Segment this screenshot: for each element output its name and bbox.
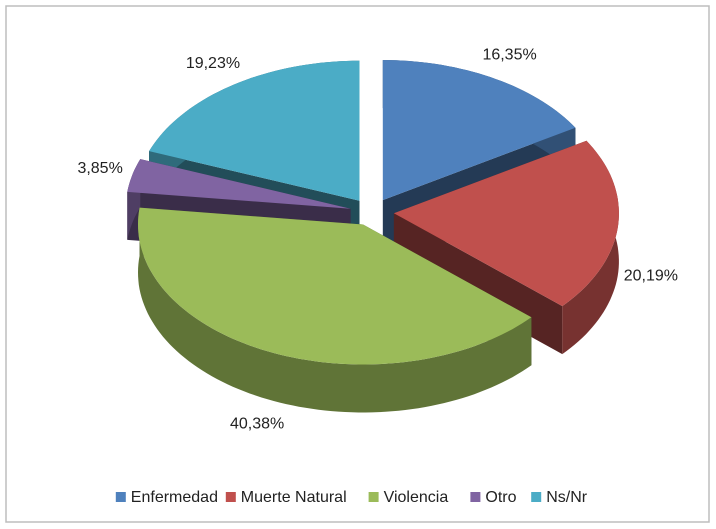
legend-swatch <box>470 492 481 502</box>
slice-wall <box>138 207 532 413</box>
legend-swatch <box>115 492 126 502</box>
legend-swatch <box>368 492 379 502</box>
legend-label: Ns/Nr <box>546 489 588 506</box>
legend-label: Otro <box>485 489 516 506</box>
data-label: 40,38% <box>230 415 284 432</box>
legend-label: Violencia <box>384 489 449 506</box>
legend-swatch <box>531 492 542 502</box>
legend-label: Muerte Natural <box>241 489 347 506</box>
data-label: 19,23% <box>186 55 240 72</box>
slice <box>138 207 532 413</box>
slice-top <box>149 60 360 201</box>
data-label: 16,35% <box>482 46 536 63</box>
slice-top <box>127 159 351 209</box>
legend-swatch <box>225 492 236 502</box>
slice-top <box>393 140 619 307</box>
slice-top <box>138 207 532 365</box>
data-label: 3,85% <box>77 160 122 177</box>
slice-top <box>382 60 576 201</box>
data-label: 20,19% <box>624 268 678 285</box>
legend-label: Enfermedad <box>131 489 218 506</box>
